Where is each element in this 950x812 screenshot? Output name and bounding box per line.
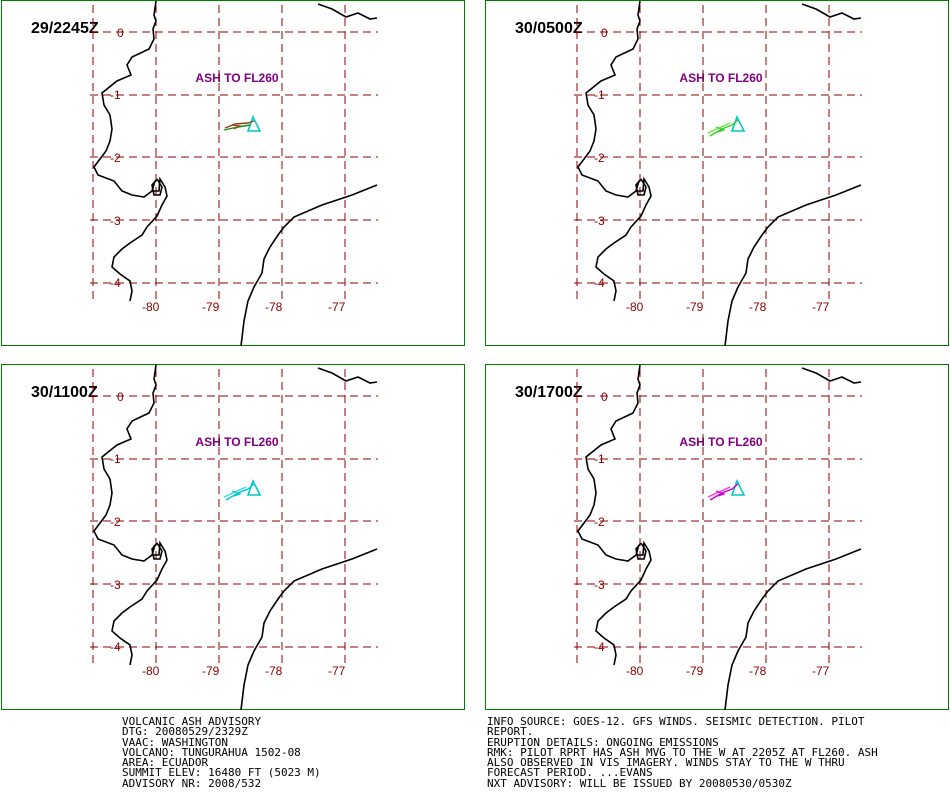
latitude-tick-label: -1 xyxy=(110,88,121,102)
latitude-tick-label: -3 xyxy=(110,578,121,592)
advisory-line: VOLCANIC ASH ADVISORY xyxy=(122,715,262,728)
ash-plume xyxy=(707,119,739,137)
country-boundary xyxy=(240,184,378,347)
map-canvas: 0 -1 -2 -3 -4 -80 -79 -78 -77 xyxy=(90,1,378,347)
panel-time-label: 29/2245Z xyxy=(31,20,99,37)
west-coastline xyxy=(577,1,652,302)
ash-altitude-label: ASH TO FL260 xyxy=(679,435,763,449)
latitude-tick-label: -3 xyxy=(594,214,605,228)
longitude-tick-label: -79 xyxy=(202,300,220,314)
island-outline xyxy=(151,542,163,560)
north-coastline xyxy=(801,367,862,384)
longitude-tick-label: -79 xyxy=(686,664,704,678)
island-outline xyxy=(635,542,647,560)
volcano-symbol xyxy=(730,478,746,496)
west-coastline xyxy=(93,1,168,302)
latitude-tick-label: -2 xyxy=(594,151,605,165)
advisory-header-block: VOLCANIC ASH ADVISORY DTG: 20080529/2329… xyxy=(122,715,321,790)
longitude-tick-label: -77 xyxy=(328,300,346,314)
map-canvas: 0 -1 -2 -3 -4 -80 -79 -78 -77 xyxy=(574,1,862,347)
advisory-details-block: INFO SOURCE: GOES-12. GFS WINDS. SEISMIC… xyxy=(487,715,878,790)
panel-time-label: 30/1700Z xyxy=(515,384,583,401)
longitude-tick-label: -77 xyxy=(812,300,830,314)
ash-altitude-label: ASH TO FL260 xyxy=(195,435,279,449)
advisory-line: VOLCANO: TUNGURAHUA 1502-08 xyxy=(122,745,301,759)
latitude-tick-label: -4 xyxy=(110,640,121,654)
longitude-tick-label: -80 xyxy=(142,300,160,314)
volcano-symbol xyxy=(730,114,746,132)
longitude-tick-label: -78 xyxy=(749,300,767,314)
latitude-tick-label: 0 xyxy=(601,26,608,40)
north-coastline xyxy=(317,367,378,384)
west-coastline xyxy=(577,365,652,666)
advisory-line: ALSO OBSERVED IN VIS IMAGERY. WINDS STAY… xyxy=(487,756,845,770)
ash-plume xyxy=(223,483,255,501)
advisory-line: DTG: 20080529/2329Z xyxy=(122,725,248,739)
north-coastline xyxy=(317,3,378,20)
ash-altitude-label: ASH TO FL260 xyxy=(195,71,279,85)
latitude-tick-label: -1 xyxy=(110,452,121,466)
west-coastline xyxy=(93,365,168,666)
forecast-panel-1: 29/2245Z ASH TO FL260 0 -1 -2 -3 -4 -80 -79 -78… xyxy=(1,0,465,347)
longitude-tick-label: -78 xyxy=(265,664,283,678)
latitude-tick-label: -2 xyxy=(110,515,121,529)
longitude-tick-label: -78 xyxy=(265,300,283,314)
forecast-panel-3: 30/1100Z ASH TO FL260 0 -1 -2 -3 -4 -80 -79 -78… xyxy=(1,364,465,711)
island-outline xyxy=(635,178,647,196)
longitude-tick-label: -79 xyxy=(202,664,220,678)
latitude-tick-label: 0 xyxy=(117,390,124,404)
advisory-line: NXT ADVISORY: WILL BE ISSUED BY 20080530… xyxy=(487,776,792,790)
latitude-tick-label: -3 xyxy=(110,214,121,228)
country-boundary xyxy=(724,184,862,347)
north-coastline xyxy=(801,3,862,20)
advisory-line: VAAC: WASHINGTON xyxy=(122,735,228,749)
latitude-tick-label: -2 xyxy=(110,151,121,165)
longitude-tick-label: -78 xyxy=(749,664,767,678)
forecast-panel-2: 30/0500Z ASH TO FL260 0 -1 -2 -3 -4 -80 -79 -78… xyxy=(485,0,949,347)
country-boundary xyxy=(724,548,862,711)
ash-altitude-label: ASH TO FL260 xyxy=(679,71,763,85)
advisory-line: REPORT. xyxy=(487,725,534,739)
map-canvas: 0 -1 -2 -3 -4 -80 -79 -78 -77 xyxy=(574,365,862,711)
advisory-line: SUMMIT ELEV: 16480 FT (5023 M) xyxy=(122,766,321,780)
latitude-tick-label: 0 xyxy=(601,390,608,404)
country-boundary xyxy=(240,548,378,711)
longitude-tick-label: -80 xyxy=(142,664,160,678)
volcano-symbol xyxy=(246,478,262,496)
latitude-tick-label: -1 xyxy=(594,452,605,466)
latitude-tick-label: -1 xyxy=(594,88,605,102)
ash-plume xyxy=(707,483,739,501)
advisory-line: ADVISORY NR: 2008/532 xyxy=(122,776,262,790)
latitude-tick-label: -2 xyxy=(594,515,605,529)
ash-plume xyxy=(223,120,255,131)
volcano-symbol xyxy=(246,114,262,132)
panel-time-label: 30/1100Z xyxy=(31,384,98,401)
latitude-tick-label: -4 xyxy=(110,276,121,290)
longitude-tick-label: -80 xyxy=(626,664,644,678)
latitude-tick-label: 0 xyxy=(117,26,124,40)
advisory-line: ERUPTION DETAILS: ONGOING EMISSIONS xyxy=(487,735,719,749)
advisory-line: FORECAST PERIOD. ...EVANS xyxy=(487,766,653,780)
advisory-line: AREA: ECUADOR xyxy=(122,756,209,770)
longitude-tick-label: -77 xyxy=(812,664,830,678)
longitude-tick-label: -79 xyxy=(686,300,704,314)
longitude-tick-label: -80 xyxy=(626,300,644,314)
panel-time-label: 30/0500Z xyxy=(515,20,583,37)
island-outline xyxy=(151,178,163,196)
longitude-tick-label: -77 xyxy=(328,664,346,678)
latitude-tick-label: -3 xyxy=(594,578,605,592)
forecast-panel-4: 30/1700Z ASH TO FL260 0 -1 -2 -3 -4 -80 -79 -78… xyxy=(485,364,949,711)
latitude-tick-label: -4 xyxy=(594,640,605,654)
advisory-line: RMK: PILOT RPRT HAS ASH MVG TO THE W AT … xyxy=(487,745,878,759)
advisory-line: INFO SOURCE: GOES-12. GFS WINDS. SEISMIC… xyxy=(487,715,865,728)
latitude-tick-label: -4 xyxy=(594,276,605,290)
map-canvas: 0 -1 -2 -3 -4 -80 -79 -78 -77 xyxy=(90,365,378,711)
